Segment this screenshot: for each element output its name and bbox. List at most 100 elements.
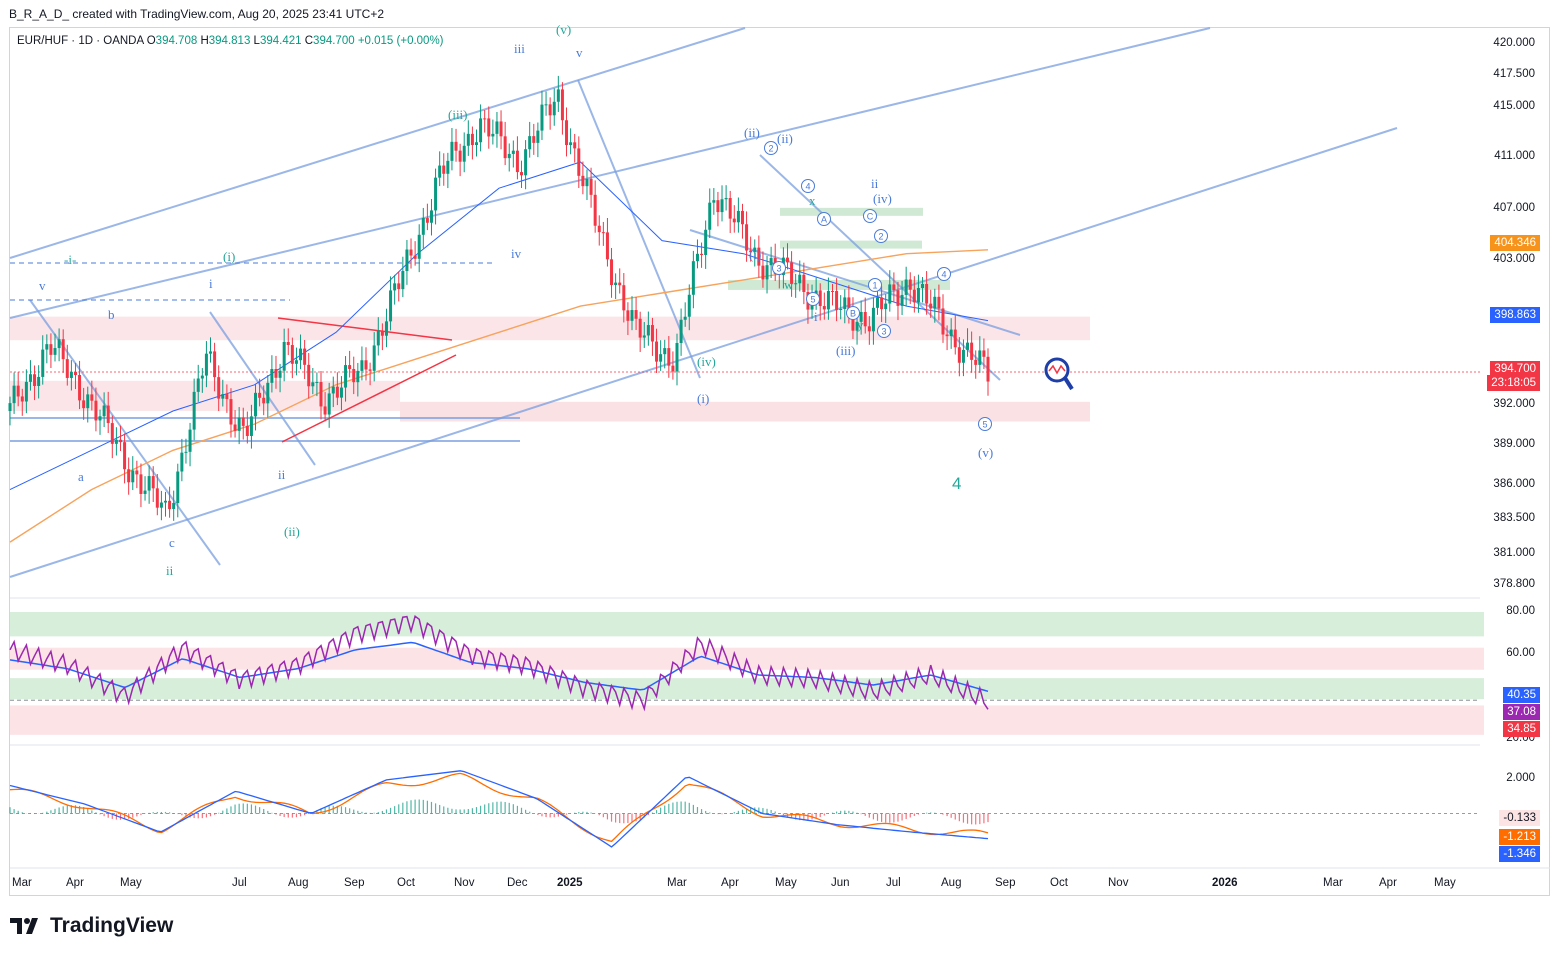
price-tick: 383.500 [1493, 512, 1535, 524]
candle-body [258, 392, 262, 398]
candle-body [650, 325, 654, 342]
candle-body [376, 330, 380, 346]
circled-wave-marker [937, 267, 951, 281]
candle-body [957, 347, 961, 363]
circled-wave-marker [801, 179, 815, 193]
candle-body [135, 470, 139, 475]
candle-body [123, 442, 127, 470]
candle-body [131, 470, 135, 483]
time-tick: May [120, 877, 142, 889]
candle-body [45, 344, 49, 350]
candle-body [974, 359, 978, 365]
time-tick: Sep [344, 877, 365, 889]
wave-label: (iv) [697, 354, 716, 369]
candle-body [978, 350, 982, 365]
candle-body [556, 89, 560, 102]
candle-body [839, 308, 843, 310]
symbol-label[interactable]: EUR/HUF · 1D · OANDA [17, 35, 144, 47]
macd-hist-badge: -0.133 [1499, 810, 1540, 826]
candle-body [597, 225, 601, 233]
candle-body [785, 257, 789, 263]
candle-body [331, 386, 335, 394]
rsi-tick: 60.00 [1506, 647, 1535, 659]
candle-body [601, 232, 605, 234]
candle-body [73, 371, 77, 376]
candle-body [700, 253, 704, 255]
candle-body [221, 394, 225, 399]
circled-wave-text: C [867, 212, 874, 222]
candle-body [192, 391, 196, 430]
candle-body [360, 360, 364, 371]
time-tick-year: 2026 [1212, 877, 1238, 889]
candle-body [949, 329, 953, 337]
candle-body [327, 393, 331, 415]
wave-label: (ii) [744, 125, 760, 140]
magnifier-icon [1044, 357, 1070, 383]
candle-body [691, 261, 695, 295]
candle-body [217, 377, 221, 399]
candle-body [552, 101, 556, 116]
candle-body [180, 452, 184, 472]
candle-body [646, 325, 650, 336]
candle-body [143, 490, 147, 494]
support-zone [400, 401, 1090, 422]
wave-label: ii [166, 563, 174, 578]
candle-body [736, 210, 740, 223]
candle-body [769, 258, 773, 266]
candle-body [110, 423, 114, 444]
tradingview-logo[interactable]: TradingView [10, 914, 173, 938]
candle-body [569, 142, 573, 146]
chart-frame[interactable] [9, 27, 1550, 896]
candle-body [884, 303, 888, 310]
candle-body [798, 274, 802, 284]
candle-body [282, 341, 286, 371]
ma-blue-line [9, 161, 989, 491]
candle-body [933, 296, 937, 309]
candle-body [876, 297, 880, 308]
candle-body [12, 385, 16, 404]
candle-body [487, 118, 491, 137]
candle-body [380, 330, 384, 336]
candle-body [712, 200, 716, 203]
candle-body [94, 400, 98, 421]
circled-wave-marker [772, 261, 786, 275]
rsi-zone-red [10, 647, 1484, 670]
price-tick: 417.500 [1493, 68, 1535, 80]
candle-body [847, 297, 851, 312]
candle-body [593, 194, 597, 226]
candle-body [716, 200, 720, 213]
candle-body [548, 104, 552, 116]
channel-line [9, 127, 1398, 578]
candle-body [520, 172, 524, 176]
candle-body [69, 371, 73, 378]
price-tick: 378.800 [1493, 578, 1535, 590]
candle-body [352, 368, 356, 383]
candle-body [274, 369, 278, 378]
circled-wave-text: A [821, 215, 827, 225]
candle-body [904, 279, 908, 295]
candle-body [687, 294, 691, 317]
candle-body [127, 469, 131, 483]
candle-body [757, 247, 761, 266]
candle-body [225, 394, 229, 400]
candle-body [82, 400, 86, 409]
ma-orange-line [9, 249, 989, 543]
candle-body [507, 153, 511, 159]
candle-body [577, 148, 581, 176]
candle-body [368, 369, 372, 371]
time-tick: May [1434, 877, 1456, 889]
time-tick: Dec [507, 877, 528, 889]
time-tick: Sep [995, 877, 1016, 889]
wave-label: (v) [978, 445, 994, 460]
circled-wave-marker [846, 306, 860, 320]
candle-body [286, 341, 290, 346]
author-line: B_R_A_D_ created with TradingView.com, A… [9, 7, 385, 21]
time-tick: Nov [1108, 877, 1129, 889]
candle-body [663, 348, 667, 355]
candle-body [209, 351, 213, 354]
circled-wave-marker [764, 141, 778, 155]
candle-body [61, 339, 65, 360]
candle-body [163, 500, 167, 503]
candle-body [397, 283, 401, 290]
